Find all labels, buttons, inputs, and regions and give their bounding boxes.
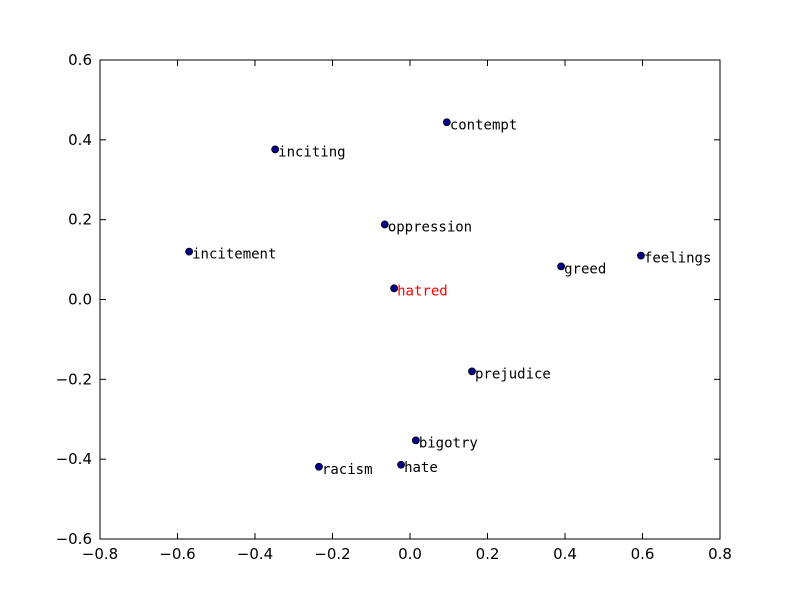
point-label: racism <box>322 462 373 478</box>
x-tick-label: −0.6 <box>159 545 195 563</box>
point-label: hatred <box>397 283 448 299</box>
x-tick-label: −0.4 <box>237 545 273 563</box>
point-label: contempt <box>450 117 517 133</box>
y-tick-label: −0.4 <box>56 450 92 468</box>
point <box>411 436 420 445</box>
x-tick-label: 0.6 <box>631 545 655 563</box>
point-label: bigotry <box>419 435 478 451</box>
point-label: greed <box>564 261 606 277</box>
point <box>380 220 389 229</box>
point <box>271 145 280 154</box>
axes-frame <box>99 59 721 540</box>
point <box>442 118 451 127</box>
point-label: prejudice <box>475 366 551 382</box>
y-tick-label: 0.6 <box>68 51 92 69</box>
y-tick-label: 0.2 <box>68 211 92 229</box>
point-label: hate <box>404 460 438 476</box>
point-label: feelings <box>644 251 711 267</box>
point-label: oppression <box>388 219 472 235</box>
plot-area <box>100 60 720 539</box>
y-tick-label: 0.4 <box>68 131 92 149</box>
x-tick-label: 0.2 <box>476 545 500 563</box>
y-tick-label: 0.0 <box>68 291 92 309</box>
x-tick-label: −0.2 <box>314 545 350 563</box>
y-tick-label: −0.6 <box>56 530 92 548</box>
point <box>390 284 399 293</box>
point <box>185 247 194 256</box>
x-tick-label: 0.8 <box>708 545 732 563</box>
point-label: inciting <box>278 144 345 160</box>
x-tick-label: −0.8 <box>82 545 118 563</box>
x-tick-label: 0.0 <box>398 545 422 563</box>
y-tick-label: −0.2 <box>56 370 92 388</box>
point <box>637 251 645 260</box>
point <box>397 460 405 469</box>
point <box>315 462 323 471</box>
point <box>557 262 566 271</box>
x-tick-label: 0.4 <box>553 545 577 563</box>
point <box>468 367 476 376</box>
point-label: incitement <box>192 247 276 263</box>
